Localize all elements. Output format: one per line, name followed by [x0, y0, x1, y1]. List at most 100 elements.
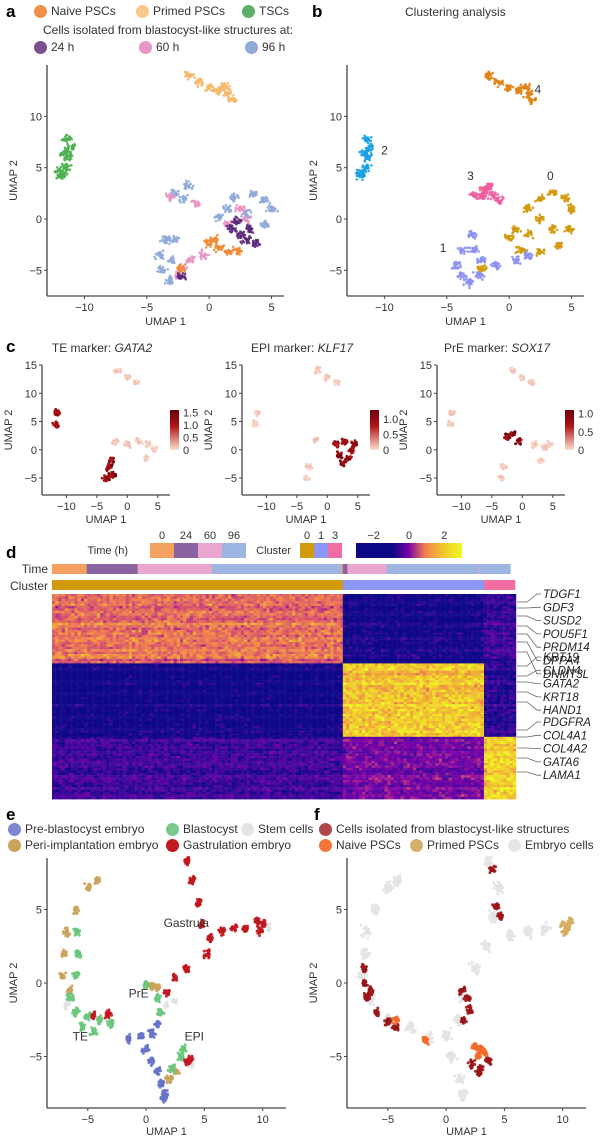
heatmap-cells [52, 594, 517, 800]
data-point [107, 473, 111, 477]
heatmap-cell [346, 608, 350, 611]
heatmap-cell [292, 598, 296, 602]
data-point [235, 230, 238, 233]
data-point [163, 281, 167, 285]
heatmap-cell [141, 613, 145, 616]
heatmap-cell [292, 615, 296, 619]
heatmap-cell [355, 606, 359, 609]
heatmap-cell [58, 606, 62, 609]
heatmap-cell [333, 594, 337, 597]
data-point [55, 413, 59, 417]
series-naive-pscs [176, 233, 243, 274]
heatmap-cell [279, 601, 283, 604]
heatmap-cell [80, 613, 85, 616]
heatmap-cell [272, 606, 277, 609]
heatmap-cell [400, 615, 404, 619]
data-point [160, 254, 163, 257]
heatmap-cell [164, 598, 168, 602]
heatmap-cell [199, 598, 203, 602]
data-point [224, 84, 228, 88]
heatmap-cell [413, 598, 417, 602]
data-point [108, 478, 111, 482]
heatmap-cell [390, 606, 395, 609]
data-point [459, 265, 462, 269]
heatmap-cell [96, 594, 101, 597]
heatmap-cell [100, 594, 104, 597]
heatmap-cell [394, 615, 398, 619]
heatmap-cell [416, 618, 420, 621]
data-point [217, 92, 220, 95]
heatmap-cell [298, 594, 302, 597]
heatmap-cell [224, 596, 229, 599]
heatmap-cell [180, 610, 184, 614]
data-point [254, 424, 258, 428]
data-point [530, 383, 534, 387]
heatmap-cell [138, 601, 142, 604]
heatmap-cell [186, 601, 190, 604]
data-point [531, 236, 535, 240]
heatmap-cell [371, 601, 375, 604]
heatmap-cell [106, 618, 110, 621]
heatmap-cell [416, 594, 420, 597]
heatmap-cell [157, 615, 161, 619]
heatmap-cell [247, 603, 251, 607]
data-point [488, 78, 491, 81]
heatmap-cell [221, 610, 225, 614]
heatmap-cell [429, 610, 433, 614]
panel-b-title: Clustering analysis [405, 5, 506, 19]
heatmap-cell [438, 601, 443, 604]
heatmap-cell [490, 608, 494, 611]
data-point [111, 475, 115, 479]
heatmap-cell [429, 606, 433, 609]
heatmap-cell [154, 620, 158, 623]
data-point [103, 474, 106, 477]
heatmap-cell [247, 618, 251, 621]
heatmap-cell [205, 606, 209, 609]
data-point [548, 192, 552, 196]
heatmap-cell [141, 608, 145, 611]
y-tick-label: 5 [36, 163, 42, 175]
heatmap-cell [442, 598, 446, 602]
heatmap-cell [234, 596, 238, 599]
data-point [475, 192, 479, 196]
heatmap-cell [116, 594, 120, 597]
data-point [157, 266, 160, 270]
data-point [482, 189, 486, 192]
heatmap-cell [340, 598, 344, 602]
heatmap-cell [84, 618, 88, 621]
heatmap-cell [260, 615, 264, 619]
panel-c-title: EPI marker: KLF17 [251, 341, 354, 355]
heatmap-cell [340, 603, 344, 607]
y-axis-label: UMAP 2 [3, 410, 15, 451]
heatmap-cell [250, 594, 254, 597]
heatmap-cell [506, 601, 510, 604]
heatmap-cell [406, 606, 411, 609]
heatmap-cell [93, 596, 97, 599]
heatmap-cell [365, 601, 369, 604]
heatmap-cell [365, 606, 369, 609]
heatmap-cell [74, 608, 78, 611]
data-point [170, 192, 173, 196]
heatmap-cell [218, 598, 222, 602]
data-point [526, 91, 530, 95]
data-point [370, 164, 373, 167]
heatmap-cell [324, 601, 328, 604]
data-point [257, 242, 261, 246]
data-point [515, 261, 519, 265]
heatmap-cell [93, 594, 97, 597]
heatmap-cell [167, 601, 171, 604]
heatmap-cell [301, 615, 305, 619]
heatmap-cell [71, 610, 75, 614]
data-point [219, 247, 223, 251]
heatmap-cell [144, 618, 149, 621]
data-point [459, 277, 462, 281]
heatmap-cell [87, 618, 91, 621]
heatmap-cell [247, 610, 251, 614]
heatmap-cell [442, 618, 446, 621]
heatmap-cell [474, 618, 478, 621]
data-point [134, 440, 138, 443]
heatmap-cell [487, 598, 491, 602]
heatmap-cell [205, 594, 209, 597]
